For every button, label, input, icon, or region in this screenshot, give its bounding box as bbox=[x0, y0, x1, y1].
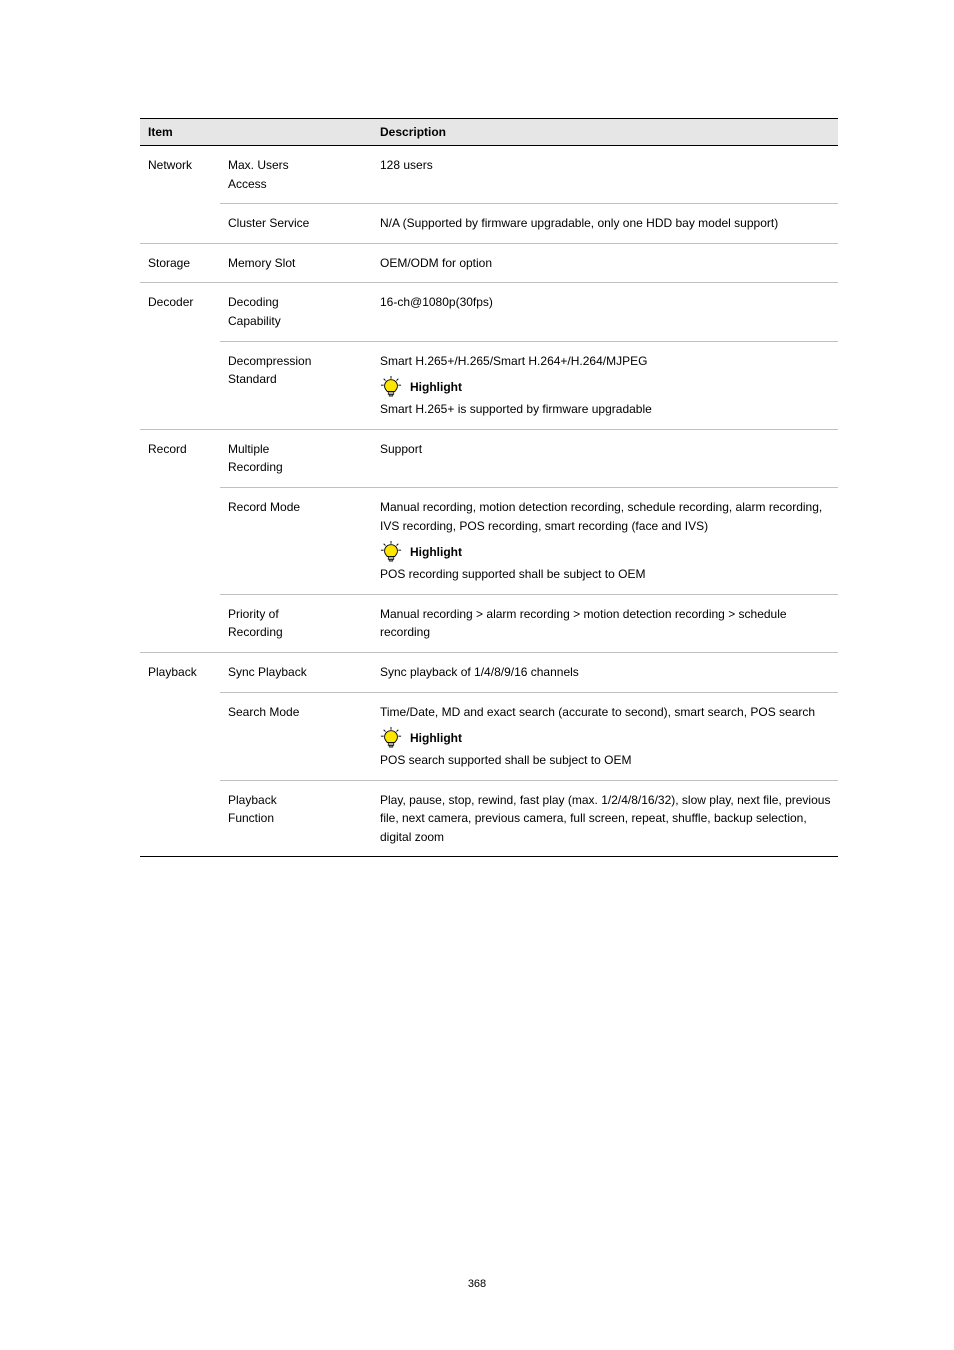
category-cell-empty bbox=[140, 487, 220, 594]
lightbulb-icon bbox=[380, 541, 402, 563]
highlight-label: Highlight bbox=[410, 378, 462, 397]
desc-cell: 16-ch@1080p(30fps) bbox=[372, 283, 838, 341]
desc-cell: Smart H.265+/H.265/Smart H.264+/H.264/MJ… bbox=[372, 341, 838, 429]
category-cell-empty bbox=[140, 204, 220, 244]
item-cell: Record Mode bbox=[220, 487, 372, 594]
item-cell: Memory Slot bbox=[220, 243, 372, 283]
category-cell: Network bbox=[140, 146, 220, 204]
item-cell: Search Mode bbox=[220, 692, 372, 780]
desc-cell: Play, pause, stop, rewind, fast play (ma… bbox=[372, 780, 838, 857]
desc-cell: N/A (Supported by firmware upgradable, o… bbox=[372, 204, 838, 244]
item-cell: Priority of Recording bbox=[220, 594, 372, 652]
item-cell: Cluster Service bbox=[220, 204, 372, 244]
lightbulb-icon bbox=[380, 727, 402, 749]
header-description: Description bbox=[372, 119, 838, 146]
desc-cell: Sync playback of 1/4/8/9/16 channels bbox=[372, 652, 838, 692]
header-item: Item bbox=[140, 119, 372, 146]
item-cell: Max. Users Access bbox=[220, 146, 372, 204]
highlight-note: Smart H.265+ is supported by firmware up… bbox=[380, 402, 652, 416]
item-cell: Decoding Capability bbox=[220, 283, 372, 341]
category-cell-empty bbox=[140, 594, 220, 652]
table-row: Decompression Standard Smart H.265+/H.26… bbox=[140, 341, 838, 429]
desc-main: Manual recording, motion detection recor… bbox=[380, 500, 822, 533]
desc-main: Time/Date, MD and exact search (accurate… bbox=[380, 705, 815, 719]
highlight-block: Highlight bbox=[380, 727, 832, 749]
table-header-row: Item Description bbox=[140, 119, 838, 146]
desc-cell: Manual recording > alarm recording > mot… bbox=[372, 594, 838, 652]
spec-table: Item Description Network Max. Users Acce… bbox=[140, 118, 838, 857]
table-row: Playback Sync Playback Sync playback of … bbox=[140, 652, 838, 692]
table-row: Record Mode Manual recording, motion det… bbox=[140, 487, 838, 594]
table-row: Network Max. Users Access 128 users bbox=[140, 146, 838, 204]
category-cell: Decoder bbox=[140, 283, 220, 341]
item-cell: Multiple Recording bbox=[220, 429, 372, 487]
page-number: 368 bbox=[0, 1278, 954, 1290]
highlight-note: POS recording supported shall be subject… bbox=[380, 567, 645, 581]
category-cell: Record bbox=[140, 429, 220, 487]
desc-cell: OEM/ODM for option bbox=[372, 243, 838, 283]
desc-cell: Support bbox=[372, 429, 838, 487]
table-row: Search Mode Time/Date, MD and exact sear… bbox=[140, 692, 838, 780]
highlight-label: Highlight bbox=[410, 729, 462, 748]
highlight-block: Highlight bbox=[380, 376, 832, 398]
item-cell: Sync Playback bbox=[220, 652, 372, 692]
table-row: Playback Function Play, pause, stop, rew… bbox=[140, 780, 838, 857]
item-cell: Decompression Standard bbox=[220, 341, 372, 429]
desc-cell: Manual recording, motion detection recor… bbox=[372, 487, 838, 594]
desc-main: Smart H.265+/H.265/Smart H.264+/H.264/MJ… bbox=[380, 354, 647, 368]
category-cell-empty bbox=[140, 341, 220, 429]
category-cell: Playback bbox=[140, 652, 220, 692]
category-cell: Storage bbox=[140, 243, 220, 283]
table-row: Decoder Decoding Capability 16-ch@1080p(… bbox=[140, 283, 838, 341]
table-row: Cluster Service N/A (Supported by firmwa… bbox=[140, 204, 838, 244]
table-row: Priority of Recording Manual recording >… bbox=[140, 594, 838, 652]
table-row: Storage Memory Slot OEM/ODM for option bbox=[140, 243, 838, 283]
category-cell-empty bbox=[140, 780, 220, 857]
desc-cell: 128 users bbox=[372, 146, 838, 204]
table-row: Record Multiple Recording Support bbox=[140, 429, 838, 487]
lightbulb-icon bbox=[380, 376, 402, 398]
highlight-label: Highlight bbox=[410, 543, 462, 562]
item-cell: Playback Function bbox=[220, 780, 372, 857]
highlight-note: POS search supported shall be subject to… bbox=[380, 753, 631, 767]
category-cell-empty bbox=[140, 692, 220, 780]
highlight-block: Highlight bbox=[380, 541, 832, 563]
desc-cell: Time/Date, MD and exact search (accurate… bbox=[372, 692, 838, 780]
